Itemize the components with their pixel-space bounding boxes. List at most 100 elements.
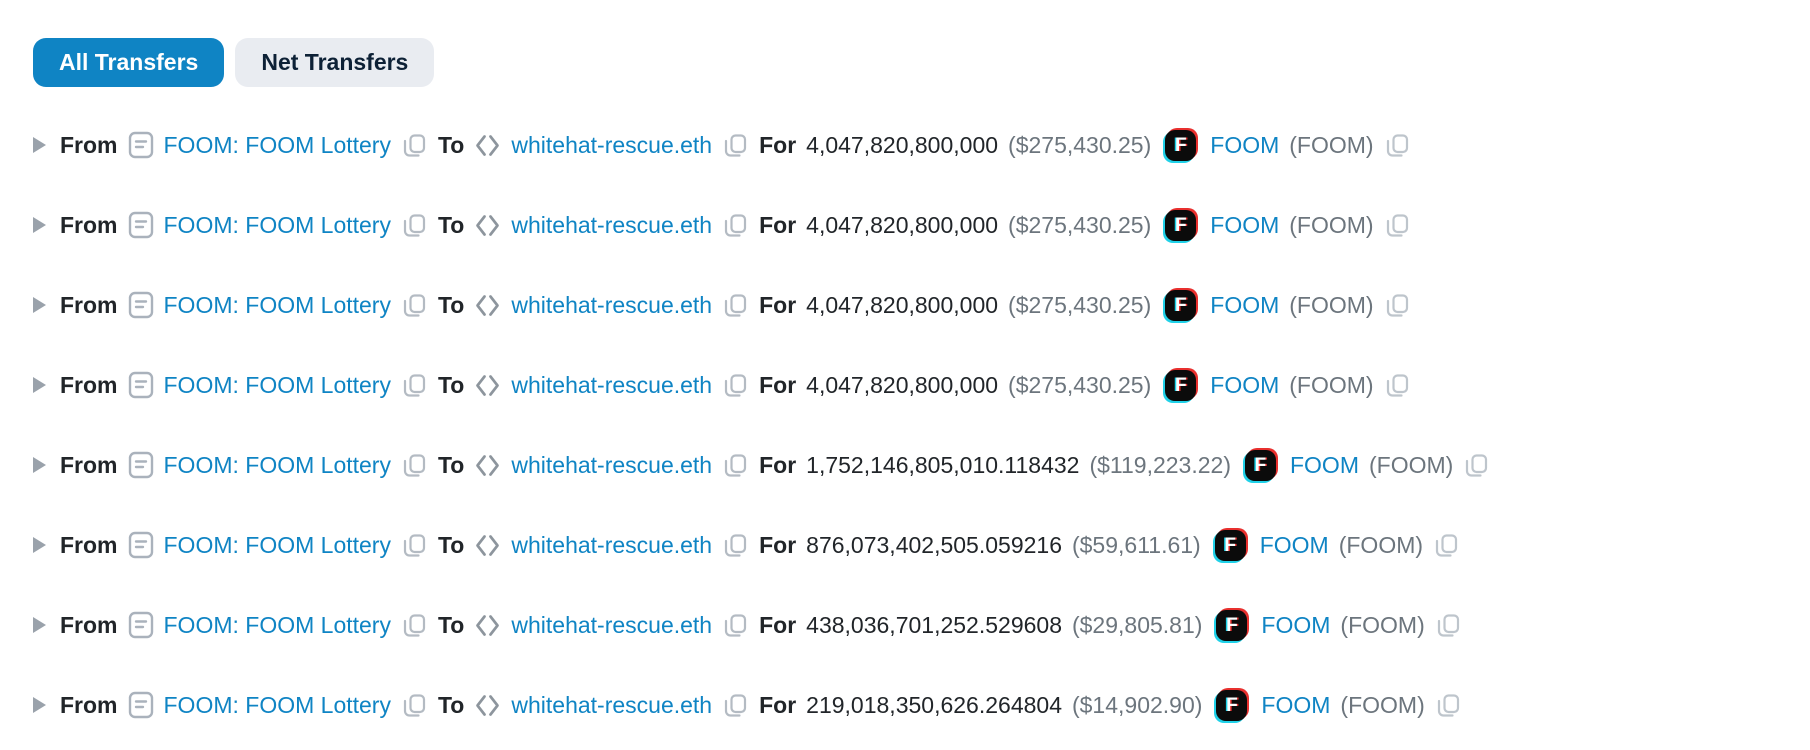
- tab-all-transfers[interactable]: All Transfers: [33, 38, 225, 87]
- ens-diamond-icon: [474, 132, 501, 159]
- copy-to-address-icon[interactable]: [722, 132, 749, 159]
- to-address-link[interactable]: whitehat-rescue.eth: [511, 691, 713, 718]
- ens-diamond-icon: [474, 212, 501, 239]
- transfer-usd-value: ($29,805.81): [1071, 611, 1203, 638]
- transfer-usd-value: ($119,223.22): [1089, 451, 1231, 478]
- copy-token-icon[interactable]: [1384, 372, 1411, 399]
- for-label: For: [759, 611, 797, 638]
- contract-file-icon: [128, 291, 154, 319]
- expand-caret-icon[interactable]: [33, 137, 46, 153]
- from-address-link[interactable]: FOOM: FOOM Lottery: [163, 691, 391, 718]
- token-symbol: (FOOM): [1340, 611, 1425, 638]
- expand-caret-icon[interactable]: [33, 217, 46, 233]
- transfer-usd-value: ($59,611.61): [1071, 531, 1201, 558]
- contract-file-icon: [128, 131, 154, 159]
- token-name-link[interactable]: FOOM: [1259, 531, 1329, 558]
- foom-token-logo-icon[interactable]: F: [1165, 129, 1197, 161]
- foom-token-logo-icon[interactable]: F: [1165, 289, 1197, 321]
- to-address-link[interactable]: whitehat-rescue.eth: [511, 611, 713, 638]
- copy-to-address-icon[interactable]: [722, 612, 749, 639]
- to-label: To: [437, 691, 465, 718]
- contract-file-icon: [128, 451, 154, 479]
- expand-caret-icon[interactable]: [33, 697, 46, 713]
- transfer-row: From FOOM: FOOM Lottery To: [33, 585, 1810, 665]
- to-address-link[interactable]: whitehat-rescue.eth: [511, 371, 713, 398]
- copy-from-address-icon[interactable]: [401, 212, 428, 239]
- token-symbol: (FOOM): [1368, 451, 1454, 478]
- copy-to-address-icon[interactable]: [722, 452, 749, 479]
- from-address-link[interactable]: FOOM: FOOM Lottery: [163, 131, 391, 158]
- from-address-link[interactable]: FOOM: FOOM Lottery: [163, 291, 391, 318]
- copy-to-address-icon[interactable]: [722, 292, 749, 319]
- transfer-amount: 219,018,350,626.264804: [806, 691, 1062, 718]
- for-label: For: [759, 691, 797, 718]
- from-label: From: [60, 691, 118, 718]
- copy-from-address-icon[interactable]: [401, 532, 428, 559]
- to-address-link[interactable]: whitehat-rescue.eth: [511, 211, 713, 238]
- for-label: For: [759, 211, 797, 238]
- copy-token-icon[interactable]: [1435, 692, 1462, 719]
- token-name-link[interactable]: FOOM: [1210, 371, 1280, 398]
- foom-token-logo-icon[interactable]: F: [1165, 369, 1197, 401]
- token-name-link[interactable]: FOOM: [1210, 131, 1280, 158]
- copy-token-icon[interactable]: [1384, 132, 1411, 159]
- copy-from-address-icon[interactable]: [401, 612, 428, 639]
- foom-token-logo-icon[interactable]: F: [1214, 529, 1246, 561]
- to-address-link[interactable]: whitehat-rescue.eth: [511, 531, 713, 558]
- copy-from-address-icon[interactable]: [401, 292, 428, 319]
- copy-to-address-icon[interactable]: [722, 692, 749, 719]
- copy-from-address-icon[interactable]: [401, 132, 428, 159]
- token-name-link[interactable]: FOOM: [1289, 451, 1359, 478]
- token-name-link[interactable]: FOOM: [1210, 211, 1280, 238]
- token-symbol: (FOOM): [1289, 371, 1374, 398]
- to-address-link[interactable]: whitehat-rescue.eth: [511, 131, 713, 158]
- transfer-row: From FOOM: FOOM Lottery To: [33, 105, 1810, 185]
- expand-caret-icon[interactable]: [33, 617, 46, 633]
- from-label: From: [60, 211, 118, 238]
- expand-caret-icon[interactable]: [33, 297, 46, 313]
- expand-caret-icon[interactable]: [33, 457, 46, 473]
- tab-net-transfers[interactable]: Net Transfers: [235, 38, 435, 87]
- ens-diamond-icon: [474, 692, 501, 719]
- copy-from-address-icon[interactable]: [401, 692, 428, 719]
- foom-token-logo-icon[interactable]: F: [1244, 449, 1276, 481]
- copy-to-address-icon[interactable]: [722, 212, 749, 239]
- copy-to-address-icon[interactable]: [722, 372, 749, 399]
- copy-token-icon[interactable]: [1435, 612, 1462, 639]
- token-name-link[interactable]: FOOM: [1210, 291, 1280, 318]
- token-symbol: (FOOM): [1289, 131, 1374, 158]
- token-name-link[interactable]: FOOM: [1261, 691, 1331, 718]
- from-address-link[interactable]: FOOM: FOOM Lottery: [163, 611, 391, 638]
- foom-token-logo-icon[interactable]: F: [1216, 609, 1248, 641]
- to-address-link[interactable]: whitehat-rescue.eth: [511, 291, 713, 318]
- copy-from-address-icon[interactable]: [401, 452, 428, 479]
- from-address-link[interactable]: FOOM: FOOM Lottery: [163, 371, 391, 398]
- copy-to-address-icon[interactable]: [722, 532, 749, 559]
- from-address-link[interactable]: FOOM: FOOM Lottery: [163, 211, 391, 238]
- expand-caret-icon[interactable]: [33, 537, 46, 553]
- ens-diamond-icon: [474, 612, 501, 639]
- from-label: From: [60, 291, 118, 318]
- foom-token-logo-icon[interactable]: F: [1216, 689, 1248, 721]
- from-label: From: [60, 371, 118, 398]
- copy-token-icon[interactable]: [1463, 452, 1490, 479]
- transfer-usd-value: ($275,430.25): [1008, 371, 1152, 398]
- transfer-amount: 4,047,820,800,000: [806, 371, 999, 398]
- token-name-link[interactable]: FOOM: [1261, 611, 1331, 638]
- to-label: To: [437, 451, 465, 478]
- copy-token-icon[interactable]: [1384, 212, 1411, 239]
- copy-token-icon[interactable]: [1433, 532, 1460, 559]
- expand-caret-icon[interactable]: [33, 377, 46, 393]
- copy-from-address-icon[interactable]: [401, 372, 428, 399]
- transfer-usd-value: ($275,430.25): [1008, 211, 1152, 238]
- ens-diamond-icon: [474, 452, 501, 479]
- ens-diamond-icon: [474, 292, 501, 319]
- from-address-link[interactable]: FOOM: FOOM Lottery: [163, 451, 391, 478]
- from-address-link[interactable]: FOOM: FOOM Lottery: [163, 531, 391, 558]
- from-label: From: [60, 611, 118, 638]
- copy-token-icon[interactable]: [1384, 292, 1411, 319]
- transfer-view-tabs: All Transfers Net Transfers: [33, 38, 1810, 87]
- foom-token-logo-icon[interactable]: F: [1165, 209, 1197, 241]
- to-address-link[interactable]: whitehat-rescue.eth: [511, 451, 713, 478]
- transfer-usd-value: ($275,430.25): [1008, 291, 1152, 318]
